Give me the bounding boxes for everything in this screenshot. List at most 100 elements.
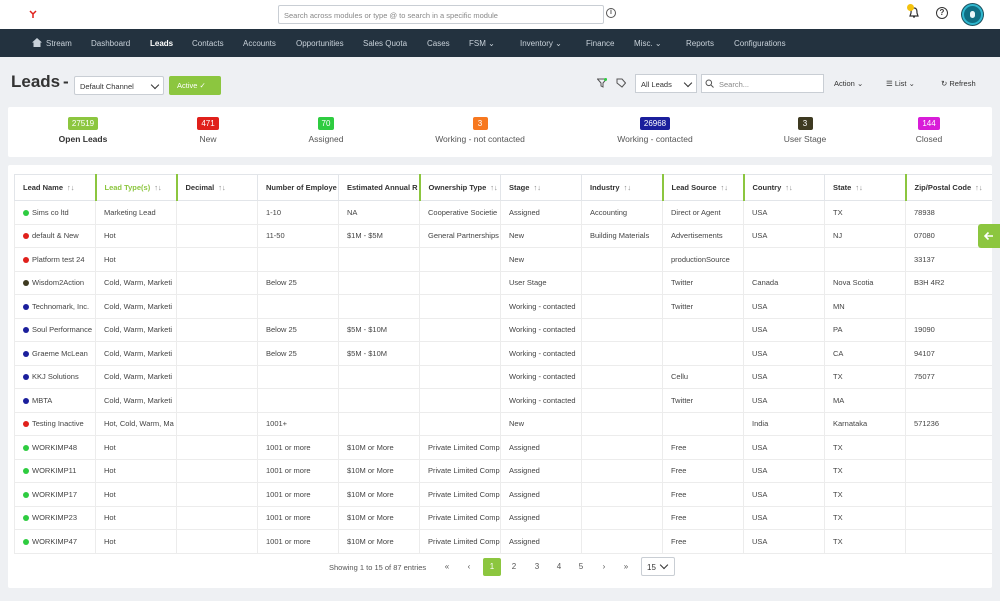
list-view-button[interactable]: ☰ List ⌄ xyxy=(886,79,915,88)
lead-name-cell[interactable]: Sims co ltd xyxy=(14,200,96,225)
table-row[interactable]: default & New Hot 11-50 $1M - $5M General Pa… xyxy=(14,223,992,248)
table-row[interactable]: WORKIMP11 Hot 1001 or more $10M or More Priv… xyxy=(14,458,992,483)
sort-icon[interactable]: ↑↓ xyxy=(785,183,793,192)
sort-icon[interactable]: ↑↓ xyxy=(975,183,983,192)
nav-item-opportunities[interactable]: Opportunities xyxy=(296,39,344,48)
page-size-select[interactable]: 15 xyxy=(641,557,675,576)
sort-icon[interactable]: ↑↓ xyxy=(67,183,75,192)
nav-item-cases[interactable]: Cases xyxy=(427,39,450,48)
page-button-2[interactable]: 2 xyxy=(511,562,517,571)
stat-new[interactable]: 471 New xyxy=(133,117,283,144)
sort-icon[interactable]: ↑↓ xyxy=(855,183,863,192)
column-header-stage[interactable]: Stage ↑↓ xyxy=(500,174,582,201)
table-row[interactable]: Testing Inactive Hot, Cold, Warm, Ma 1001+… xyxy=(14,411,992,436)
table-row[interactable]: WORKIMP17 Hot 1001 or more $10M or More Priv… xyxy=(14,482,992,507)
nav-item-misc[interactable]: Misc. ⌄ xyxy=(634,39,662,48)
page-button-1[interactable]: 1 xyxy=(483,558,501,576)
channel-select[interactable]: Default Channel xyxy=(74,76,164,95)
stat-user-stage[interactable]: 3 User Stage xyxy=(730,117,880,144)
lead-name-cell[interactable]: Testing Inactive xyxy=(14,411,96,436)
column-header-estimated-annual-revenue[interactable]: Estimated Annual R xyxy=(338,174,421,201)
column-header-state[interactable]: State ↑↓ xyxy=(824,174,907,201)
table-row[interactable]: Platform test 24 Hot New productionSource 33… xyxy=(14,247,992,272)
lead-name-cell[interactable]: MBTA xyxy=(14,388,96,413)
sort-icon[interactable]: ↑↓ xyxy=(490,183,498,192)
stat-working-contacted[interactable]: 26968 Working - contacted xyxy=(580,117,730,144)
table-row[interactable]: KKJ Solutions Cold, Warm, Marketi Working … xyxy=(14,364,992,389)
nav-item-fsm[interactable]: FSM ⌄ xyxy=(469,39,495,48)
app-logo-icon[interactable] xyxy=(27,8,39,20)
nav-item-dashboard[interactable]: Dashboard xyxy=(91,39,131,48)
search-input[interactable]: Search... xyxy=(701,74,824,93)
lead-name-cell[interactable]: WORKIMP47 xyxy=(14,529,96,554)
active-filter-button[interactable]: Active ✓ xyxy=(169,76,221,95)
nav-item-configurations[interactable]: Configurations xyxy=(734,39,786,48)
nav-item-accounts[interactable]: Accounts xyxy=(243,39,276,48)
column-header-country[interactable]: Country ↑↓ xyxy=(743,174,825,201)
prev-page-button[interactable]: ‹ xyxy=(467,562,471,571)
page-button-5[interactable]: 5 xyxy=(578,562,584,571)
table-cell: Assigned xyxy=(500,435,582,460)
table-cell xyxy=(176,223,258,248)
page-button-4[interactable]: 4 xyxy=(556,562,562,571)
table-row[interactable]: Graeme McLean Cold, Warm, Marketi Below 25… xyxy=(14,341,992,366)
stat-closed[interactable]: 144 Closed xyxy=(854,117,1000,144)
column-header-lead-name[interactable]: Lead Name ↑↓ xyxy=(14,174,96,201)
lead-name-cell[interactable]: Platform test 24 xyxy=(14,247,96,272)
column-header-number-of-employees[interactable]: Number of Employe xyxy=(257,174,339,201)
table-row[interactable]: Wisdom2Action Cold, Warm, Marketi Below 25… xyxy=(14,270,992,295)
stat-working-not-contacted[interactable]: 3 Working - not contacted xyxy=(405,117,555,144)
table-row[interactable]: WORKIMP23 Hot 1001 or more $10M or More Priv… xyxy=(14,505,992,530)
lead-name-cell[interactable]: default & New xyxy=(14,223,96,248)
column-header-ownership-type[interactable]: Ownership Type ↑↓ xyxy=(419,174,501,201)
lead-name-cell[interactable]: WORKIMP23 xyxy=(14,505,96,530)
side-panel-toggle[interactable] xyxy=(978,224,1000,248)
nav-item-finance[interactable]: Finance xyxy=(586,39,615,48)
sort-icon[interactable]: ↑↓ xyxy=(533,183,541,192)
sort-icon[interactable]: ↑↓ xyxy=(218,183,226,192)
nav-item-reports[interactable]: Reports xyxy=(686,39,715,48)
lead-name-cell[interactable]: Graeme McLean xyxy=(14,341,96,366)
lead-name-cell[interactable]: KKJ Solutions xyxy=(14,364,96,389)
nav-item-sales-quota[interactable]: Sales Quota xyxy=(363,39,408,48)
column-header-industry[interactable]: Industry ↑↓ xyxy=(581,174,664,201)
refresh-button[interactable]: ↻ Refresh xyxy=(941,79,976,88)
page-button-3[interactable]: 3 xyxy=(534,562,540,571)
stat-assigned[interactable]: 70 Assigned xyxy=(251,117,401,144)
global-search-input[interactable]: Search across modules or type @ to searc… xyxy=(278,5,604,24)
nav-item-stream[interactable]: Stream xyxy=(46,39,72,48)
sort-icon[interactable]: ↑↓ xyxy=(623,183,632,192)
filter-icon[interactable] xyxy=(597,78,607,88)
tag-icon[interactable] xyxy=(616,78,626,88)
table-row[interactable]: MBTA Cold, Warm, Marketi Working - contact… xyxy=(14,388,992,413)
column-header-lead-source[interactable]: Lead Source ↑↓ xyxy=(662,174,745,201)
table-row[interactable]: WORKIMP47 Hot 1001 or more $10M or More Priv… xyxy=(14,529,992,554)
avatar[interactable] xyxy=(962,4,983,25)
last-page-button[interactable]: » xyxy=(623,562,629,571)
stat-open-leads[interactable]: 27519 Open Leads xyxy=(8,117,158,144)
first-page-button[interactable]: « xyxy=(444,562,450,571)
sort-icon[interactable]: ↑↓ xyxy=(720,183,729,192)
lead-name-cell[interactable]: WORKIMP48 xyxy=(14,435,96,460)
all-leads-select[interactable]: All Leads xyxy=(635,74,697,93)
table-row[interactable]: Soul Performance Cold, Warm, Marketi Below… xyxy=(14,317,992,342)
help-icon[interactable]: ? xyxy=(936,7,948,19)
info-icon[interactable]: i xyxy=(606,8,616,18)
nav-item-inventory[interactable]: Inventory ⌄ xyxy=(520,39,562,48)
lead-name-cell[interactable]: WORKIMP11 xyxy=(14,458,96,483)
lead-name-cell[interactable]: WORKIMP17 xyxy=(14,482,96,507)
lead-name-cell[interactable]: Wisdom2Action xyxy=(14,270,96,295)
action-button[interactable]: Action ⌄ xyxy=(834,79,864,88)
table-row[interactable]: Sims co ltd Marketing Lead 1-10 NA Cooperati… xyxy=(14,200,992,225)
column-header-decimal[interactable]: Decimal ↑↓ xyxy=(176,174,258,201)
lead-name-cell[interactable]: Soul Performance xyxy=(14,317,96,342)
column-header-lead-type[interactable]: Lead Type(s) ↑↓ xyxy=(94,174,178,201)
nav-item-contacts[interactable]: Contacts xyxy=(192,39,224,48)
table-row[interactable]: Technomark, Inc. Cold, Warm, Marketi Worki… xyxy=(14,294,992,319)
table-row[interactable]: WORKIMP48 Hot 1001 or more $10M or More Priv… xyxy=(14,435,992,460)
next-page-button[interactable]: › xyxy=(602,562,606,571)
lead-name-cell[interactable]: Technomark, Inc. xyxy=(14,294,96,319)
column-header-zip[interactable]: Zip/Postal Code ↑↓ xyxy=(905,174,992,201)
sort-icon[interactable]: ↑↓ xyxy=(154,183,162,192)
nav-item-leads[interactable]: Leads xyxy=(150,39,174,48)
